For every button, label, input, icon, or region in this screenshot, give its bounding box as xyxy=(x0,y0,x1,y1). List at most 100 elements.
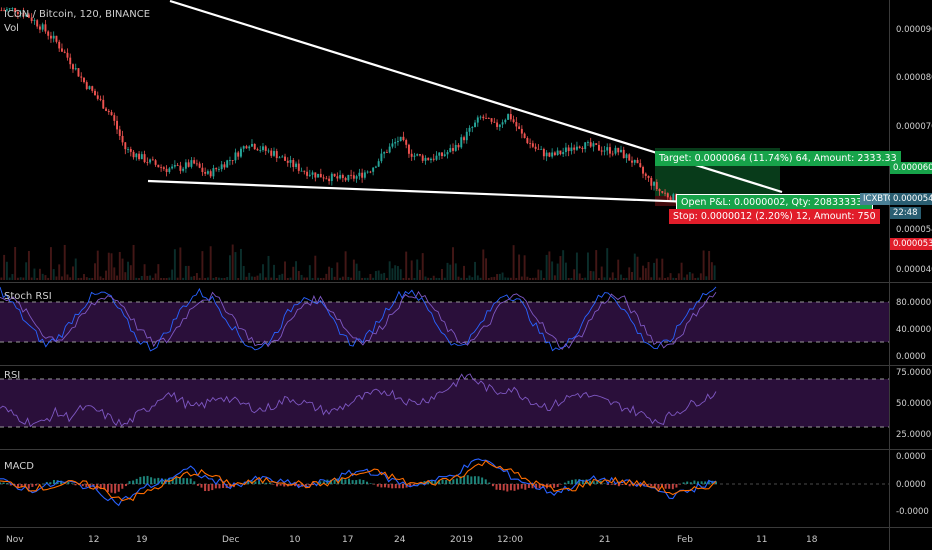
stoch-rsi-label[interactable]: Stoch RSI xyxy=(4,291,52,302)
volume-bar xyxy=(182,277,185,280)
volume-bar xyxy=(399,269,402,280)
candle-body xyxy=(99,98,102,100)
candle-body xyxy=(609,147,611,154)
candle-body xyxy=(474,122,477,128)
volume-bar xyxy=(44,275,47,280)
volume-bar xyxy=(710,262,713,280)
volume-bar xyxy=(413,277,416,280)
signal-line xyxy=(0,459,717,502)
price-tick: 0.0000545 xyxy=(896,225,932,235)
candle-body xyxy=(237,152,240,157)
candle-body xyxy=(498,124,501,127)
candle-body xyxy=(248,146,251,149)
candle-body xyxy=(567,147,570,152)
candle-body xyxy=(559,150,562,155)
macd-histogram-bar xyxy=(373,484,376,485)
macd-histogram-bar xyxy=(121,484,124,489)
volume-bar xyxy=(487,277,490,280)
candle-body xyxy=(328,178,331,182)
volume-label[interactable]: Vol xyxy=(4,23,19,34)
candle-body xyxy=(149,159,152,163)
x-tick: 10 xyxy=(289,535,301,545)
symbol-title[interactable]: ICON / Bitcoin, 120, BINANCE xyxy=(4,9,151,20)
macd-histogram-bar xyxy=(0,482,1,484)
stoch-tick: 80.0000 xyxy=(896,298,931,308)
candle-body xyxy=(468,127,471,132)
macd-histogram-bar xyxy=(560,484,563,485)
volume-bar xyxy=(490,277,493,280)
macd-histogram-bar xyxy=(139,476,142,484)
candle-body xyxy=(83,77,85,83)
macd-histogram-bar xyxy=(258,480,261,484)
candle-body xyxy=(344,177,347,181)
macd-histogram-bar xyxy=(67,481,70,484)
volume-bar xyxy=(675,277,678,280)
candle-body xyxy=(385,152,388,153)
candle-body xyxy=(631,160,633,163)
candle-body xyxy=(482,116,485,119)
volume-bar xyxy=(292,266,295,280)
volume-bar xyxy=(691,273,694,280)
volume-bar xyxy=(3,254,6,280)
volume-bar xyxy=(322,277,325,280)
macd-histogram-bar xyxy=(679,484,682,485)
macd-histogram-bar xyxy=(553,484,556,488)
volume-bar xyxy=(190,276,193,280)
candle-body xyxy=(366,171,369,173)
stop-label[interactable]: Stop: 0.0000012 (2.20%) 12, Amount: 750 xyxy=(669,209,880,224)
volume-bar xyxy=(132,244,135,280)
x-tick: 21 xyxy=(599,535,610,545)
volume-bar xyxy=(231,244,234,280)
candle-body xyxy=(289,159,292,163)
macd-histogram-bar xyxy=(405,484,408,488)
macd-histogram-bar xyxy=(495,484,498,490)
volume-bar xyxy=(140,275,143,280)
candle-body xyxy=(116,120,119,130)
candle-body xyxy=(421,155,424,161)
volume-bar xyxy=(523,255,526,280)
candle-body xyxy=(52,35,55,39)
macd-histogram-bar xyxy=(337,478,340,484)
candle-body xyxy=(595,143,598,145)
candle-body xyxy=(653,182,656,186)
macd-histogram-bar xyxy=(520,484,523,489)
candle-body xyxy=(96,95,99,99)
candle-body xyxy=(542,149,545,157)
candle-body xyxy=(77,68,80,77)
macd-histogram-bar xyxy=(499,484,502,490)
macd-histogram-bar xyxy=(365,481,368,484)
volume-bar xyxy=(118,251,121,280)
candle-body xyxy=(44,24,47,32)
volume-bar xyxy=(262,264,264,280)
candle-body xyxy=(438,152,441,156)
volume-bar xyxy=(526,276,529,280)
volume-bar xyxy=(620,274,622,280)
macd-histogram-bar xyxy=(376,484,379,487)
candle-body xyxy=(358,172,361,177)
volume-bar xyxy=(688,272,691,280)
candle-body xyxy=(493,121,496,123)
macd-lines xyxy=(0,458,717,507)
macd-label[interactable]: MACD xyxy=(4,461,34,472)
volume-bar xyxy=(416,259,419,280)
volume-bar xyxy=(551,261,554,280)
volume-bar xyxy=(584,277,587,280)
countdown-tag: 22:48 xyxy=(890,207,921,219)
volume-bar xyxy=(609,277,611,280)
candle-body xyxy=(430,158,432,161)
candle-body xyxy=(553,152,556,156)
macd-histogram-bar xyxy=(42,483,45,485)
candle-body xyxy=(443,154,446,157)
candle-body xyxy=(537,148,540,150)
target-label[interactable]: Target: 0.0000064 (11.74%) 64, Amount: 2… xyxy=(655,151,901,166)
macd-histogram-bar xyxy=(445,480,448,484)
macd-histogram-bar xyxy=(88,484,91,488)
candle-body xyxy=(204,172,207,174)
volume-bar xyxy=(385,277,388,280)
rsi-label[interactable]: RSI xyxy=(4,370,21,381)
macd-histogram-bar xyxy=(178,477,181,484)
candle-body xyxy=(60,48,63,52)
candle-body xyxy=(454,144,457,151)
candle-body xyxy=(212,168,215,177)
